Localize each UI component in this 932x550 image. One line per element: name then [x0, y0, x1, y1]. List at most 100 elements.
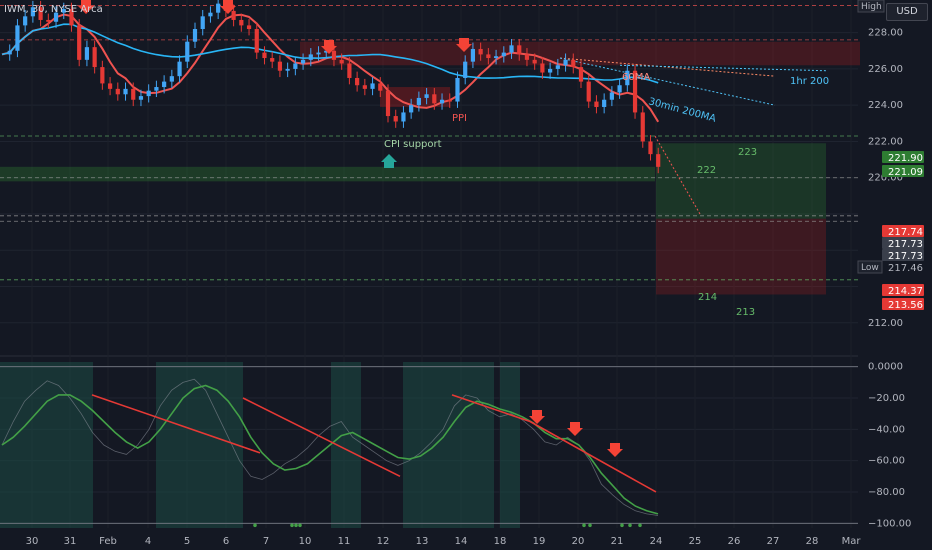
osc-tick-label: 0.0000 — [868, 362, 903, 373]
price-tick-label: 222.00 — [868, 136, 903, 147]
candle-body — [92, 47, 97, 68]
oscillator-pane — [0, 362, 858, 528]
time-tick-label: 20 — [572, 536, 585, 547]
osc-highlight-region — [500, 362, 520, 528]
time-tick-label: 12 — [377, 536, 390, 547]
candle-body — [7, 50, 12, 55]
time-tick-label: 6 — [223, 536, 229, 547]
price-tag-bg — [882, 284, 924, 296]
candle-body — [401, 112, 406, 122]
osc-slow-line — [1, 384, 659, 515]
osc-signal-dot — [253, 523, 257, 528]
time-tick-label: 21 — [611, 536, 624, 547]
candle-body — [355, 77, 360, 86]
candle-body — [154, 87, 159, 91]
candle-body — [185, 41, 190, 62]
stop-loss-box — [656, 218, 826, 295]
osc-fast-line — [1, 378, 659, 516]
candle-body — [84, 47, 90, 60]
buy-arrow-cpi — [381, 154, 397, 168]
osc-tick-label: −100.00 — [868, 518, 911, 529]
osc-tick-label: −80.00 — [868, 487, 905, 498]
osc-arrow-3 — [607, 443, 623, 457]
price-tag-bg — [882, 237, 924, 249]
candle-body — [146, 90, 151, 97]
target-profit-box — [656, 143, 826, 219]
candle-body — [231, 10, 236, 20]
candle-body — [192, 29, 198, 42]
low-value-label: 217.46 — [888, 263, 923, 274]
candle-body — [617, 85, 622, 93]
candle-body — [540, 63, 545, 73]
candle-body — [61, 9, 66, 13]
candle-body — [115, 88, 120, 95]
candle-body — [177, 61, 182, 77]
candle-body — [524, 54, 530, 60]
time-tick-label: 25 — [689, 536, 702, 547]
candle-body — [517, 45, 522, 55]
annotation-label: 223 — [738, 147, 757, 158]
annotation-label: 60MA — [622, 72, 650, 83]
candle-body — [246, 25, 252, 30]
candle-body — [609, 92, 614, 100]
red-resistance-band-2 — [300, 41, 860, 66]
candle-body — [501, 52, 506, 57]
low-tag-label: Low — [861, 263, 879, 273]
candle-body — [77, 25, 82, 60]
candle-body — [385, 90, 391, 117]
price-tick-label: 224.00 — [868, 100, 903, 111]
candle-body — [107, 83, 113, 89]
high-tag-bg — [857, 0, 885, 13]
osc-downtrend-lines — [91, 394, 657, 493]
candle-body — [439, 99, 445, 104]
time-tick-label: 26 — [728, 536, 741, 547]
candle-body — [393, 116, 398, 122]
time-tick-label: 18 — [494, 536, 507, 547]
time-tick-label: 28 — [806, 536, 819, 547]
candle-body — [447, 99, 452, 102]
ma-200-line — [1, 23, 659, 84]
osc-highlight-region — [156, 362, 243, 528]
annotation-label: 214 — [698, 292, 717, 303]
time-tick-label: 10 — [299, 536, 312, 547]
candle-body — [293, 63, 298, 69]
candle-body — [300, 59, 306, 64]
candle-body — [277, 61, 283, 71]
candle-body — [100, 67, 105, 84]
candle-body — [239, 19, 244, 26]
price-tick-label: 220.00 — [868, 173, 903, 184]
osc-arrow-1 — [529, 410, 545, 424]
candle-body — [432, 94, 437, 104]
candle-body — [455, 77, 460, 102]
candle-body — [38, 7, 43, 20]
candle-body — [46, 19, 51, 22]
candle-body — [285, 68, 290, 71]
candle-body — [30, 7, 35, 17]
time-tick-label: 13 — [416, 536, 429, 547]
low-tag-bg — [857, 260, 883, 274]
moving-averages — [1, 13, 827, 215]
candle-body — [478, 48, 483, 55]
currency-badge[interactable]: USD — [886, 3, 928, 21]
price-tag-bg — [882, 151, 924, 163]
candle-body — [254, 29, 259, 53]
candle-body — [378, 83, 383, 91]
time-tick-label: 14 — [455, 536, 468, 547]
annotation-label: 1hr 200 — [790, 76, 829, 87]
candle-body — [656, 154, 661, 167]
osc-signal-dot — [298, 523, 302, 528]
price-tick-label: 228.00 — [868, 28, 903, 39]
osc-highlight-region — [403, 362, 494, 528]
candle-body — [169, 76, 174, 82]
candle-body — [362, 85, 367, 89]
candle-body — [463, 61, 468, 78]
price-tag-bg — [882, 165, 924, 177]
sell-arrow-1 — [78, 0, 94, 14]
price-tag-label: 221.09 — [888, 167, 923, 178]
time-tick-label: 4 — [145, 536, 151, 547]
osc-arrow-2 — [567, 422, 583, 436]
axis-background — [858, 0, 932, 550]
candle-body — [262, 52, 267, 59]
